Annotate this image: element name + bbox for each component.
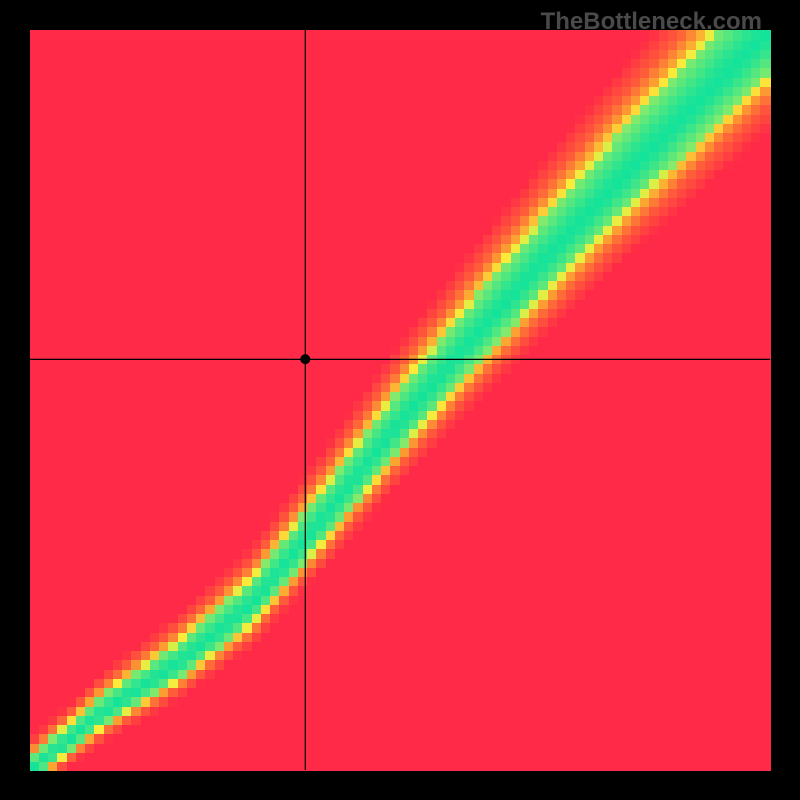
bottleneck-heatmap	[0, 0, 800, 800]
chart-container: TheBottleneck.com	[0, 0, 800, 800]
watermark-text: TheBottleneck.com	[541, 8, 762, 36]
